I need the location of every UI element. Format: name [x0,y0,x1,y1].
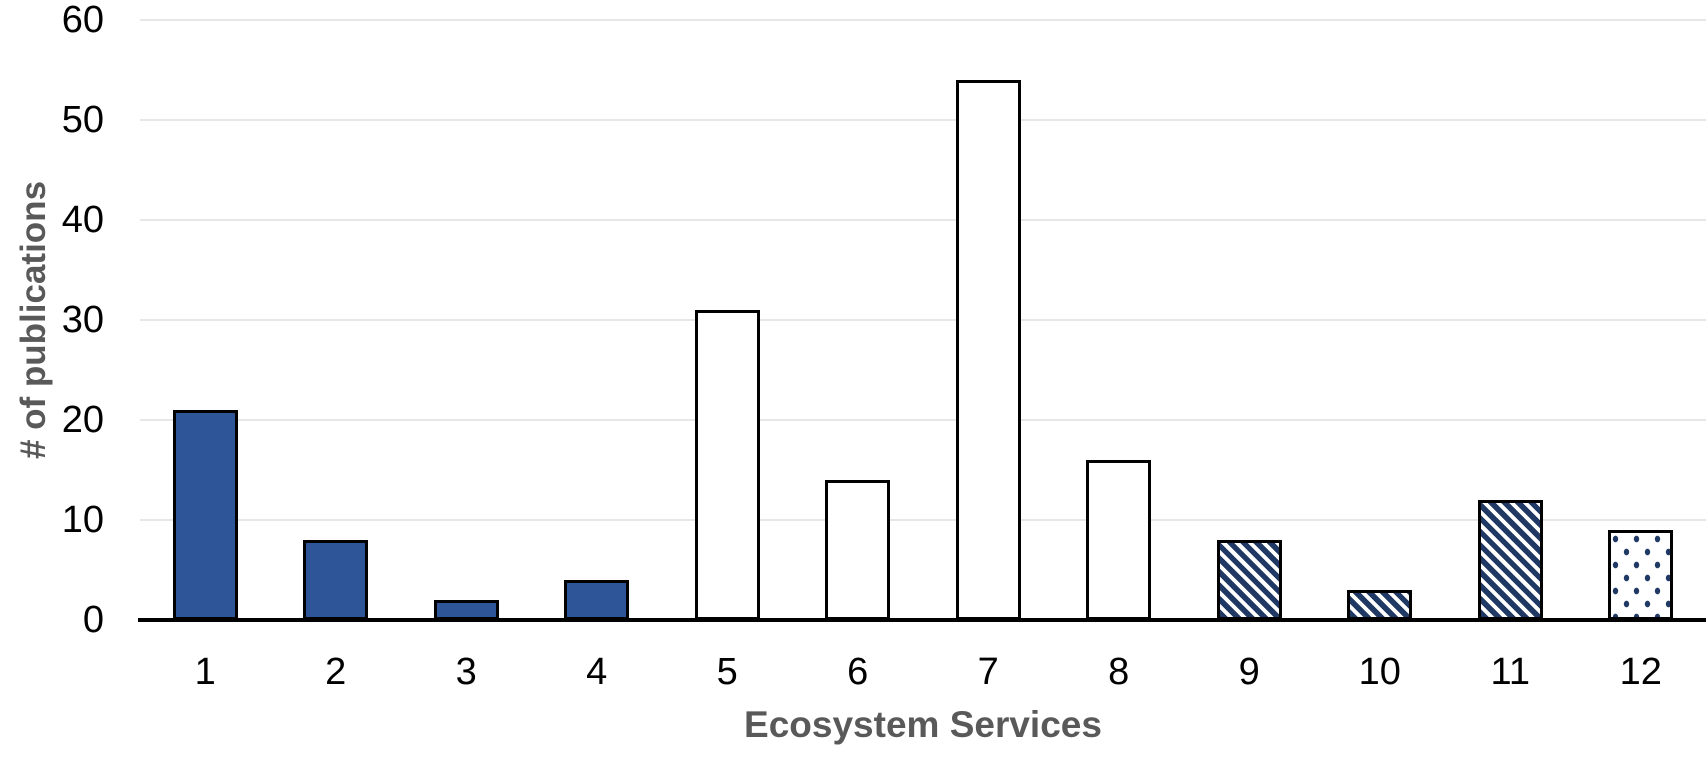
y-tick-label-30: 30 [61,299,104,341]
y-tick-label-40: 40 [61,199,104,241]
gridline-y50 [140,119,1706,121]
bar-11 [1477,500,1543,620]
bar-5 [694,310,760,620]
x-tick-label-3: 3 [455,651,477,693]
gridline-y60 [140,19,1706,21]
bar-7 [955,80,1021,620]
x-axis-line [138,618,1706,622]
y-tick-label-60: 60 [61,0,104,41]
bar-8 [1086,460,1152,620]
bar-3 [433,600,499,620]
bar-9 [1216,540,1282,620]
y-tick-label-0: 0 [82,599,104,641]
x-tick-label-2: 2 [325,651,347,693]
x-tick-label-10: 10 [1358,651,1401,693]
bar-1 [172,410,238,620]
x-tick-label-7: 7 [977,651,999,693]
gridline-y10 [140,519,1706,521]
gridline-y40 [140,219,1706,221]
bar-2 [303,540,369,620]
x-tick-label-1: 1 [194,651,216,693]
bar-4 [564,580,630,620]
x-tick-label-5: 5 [716,651,738,693]
gridline-y30 [140,319,1706,321]
x-tick-label-12: 12 [1619,651,1662,693]
x-tick-label-11: 11 [1490,651,1530,693]
y-tick-label-20: 20 [61,399,104,441]
bar-6 [825,480,891,620]
y-tick-label-50: 50 [61,99,104,141]
x-tick-label-6: 6 [847,651,869,693]
x-axis-title: Ecosystem Services [744,704,1102,745]
gridline-y20 [140,419,1706,421]
y-tick-label-10: 10 [61,499,104,541]
x-tick-label-9: 9 [1238,651,1260,693]
bar-12 [1608,530,1674,620]
x-tick-label-8: 8 [1108,651,1130,693]
x-tick-label-4: 4 [586,651,608,693]
bar-10 [1347,590,1413,620]
